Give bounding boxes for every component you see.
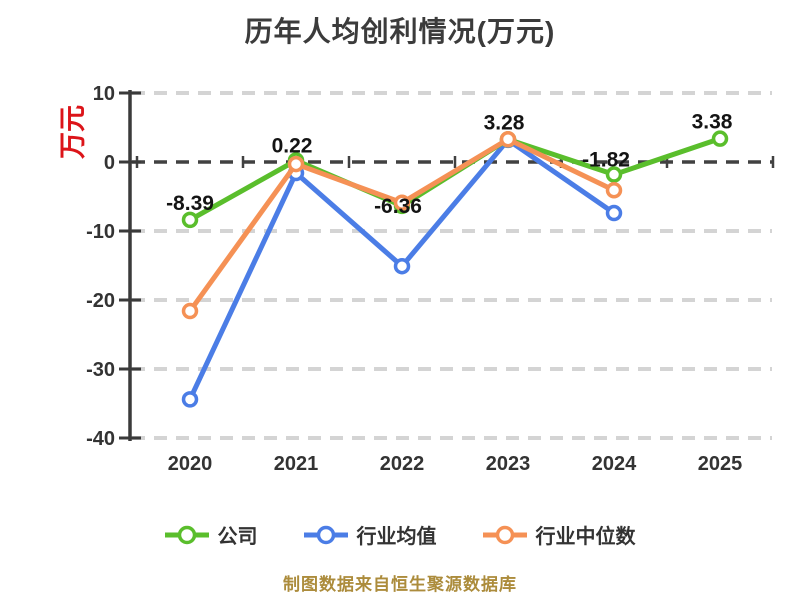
y-tick-label-0: 0	[104, 152, 115, 174]
series-marker-company-2024	[605, 166, 623, 183]
series-marker-industry-median-2020	[181, 302, 199, 320]
point-label-2024: -1.82	[582, 149, 630, 172]
x-tick-label-2024: 2024	[592, 453, 637, 475]
legend-marker-company	[164, 525, 209, 544]
legend: 公司 行业均值 行业中位数	[0, 520, 800, 549]
y-tick-label--20: -20	[86, 290, 115, 312]
point-label-2025: 3.38	[692, 111, 733, 134]
x-tick-label-2023: 2023	[486, 453, 531, 475]
series-marker-company-2020	[181, 211, 199, 229]
series-line-company	[187, 136, 723, 223]
x-tick-label-2020: 2020	[168, 453, 213, 475]
series-marker-industry-average-2020	[181, 391, 199, 408]
legend-item-industry-median: 行业中位数	[482, 520, 636, 549]
point-label-2022: -6.36	[374, 195, 422, 218]
legend-label-industry-average: 行业均值	[356, 526, 437, 548]
legend-item-company: 公司	[164, 520, 258, 549]
watermark-source-note: 制图数据来自恒生聚源数据库	[283, 575, 517, 594]
series-marker-industry-median-2021	[287, 155, 305, 173]
legend-label-industry-median: 行业中位数	[535, 526, 636, 548]
x-tick-label-2025: 2025	[698, 453, 743, 475]
y-tick-label--40: -40	[86, 428, 115, 450]
point-label-2020: -8.39	[166, 192, 214, 215]
series-marker-company-2025	[711, 130, 729, 147]
series-marker-industry-median-2024	[605, 182, 623, 199]
legend-marker-industry-median	[482, 525, 527, 544]
y-tick-label-10: 10	[93, 83, 115, 105]
series-marker-industry-median-2023	[499, 130, 517, 148]
point-label-2023: 3.28	[484, 111, 525, 134]
series-marker-industry-average-2024	[605, 204, 623, 222]
legend-item-industry-average: 行业均值	[303, 520, 437, 549]
legend-marker-industry-average	[303, 525, 348, 544]
y-tick-label--30: -30	[86, 359, 115, 381]
chart-title: 历年人均创利情况(万元)	[244, 16, 556, 47]
series-marker-industry-average-2022	[393, 257, 411, 275]
x-tick-label-2022: 2022	[380, 453, 425, 475]
x-tick-label-2021: 2021	[274, 453, 319, 475]
series-line-industry-median	[187, 136, 617, 314]
series-marker-industry-median-2022	[393, 194, 411, 211]
y-tick-label--10: -10	[86, 221, 115, 243]
legend-label-company: 公司	[217, 526, 258, 548]
point-label-2021: 0.22	[272, 134, 313, 157]
